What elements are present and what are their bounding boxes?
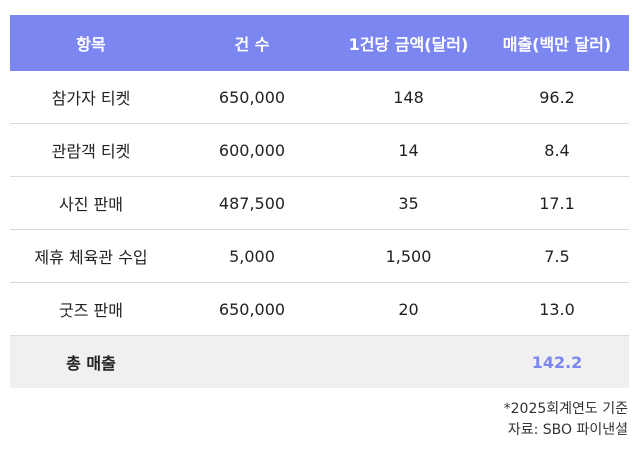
cell-revenue: 8.4 xyxy=(485,123,629,177)
revenue-table: 항목 건 수 1건당 금액(달러) 매출(백만 달러) 참가자 티켓 650,0… xyxy=(10,15,629,388)
table-row: 사진 판매 487,500 35 17.1 xyxy=(10,176,629,230)
header-unit-price: 1건당 금액(달러) xyxy=(332,15,485,71)
cell-count: 650,000 xyxy=(172,282,332,336)
cell-revenue: 7.5 xyxy=(485,229,629,283)
cell-unit-price: 14 xyxy=(332,123,485,177)
cell-item: 참가자 티켓 xyxy=(10,71,172,124)
cell-count: 600,000 xyxy=(172,123,332,177)
cell-item: 제휴 체육관 수입 xyxy=(10,229,172,283)
fiscal-year-note: *2025회계연도 기준 xyxy=(503,401,628,417)
cell-count: 5,000 xyxy=(172,229,332,283)
header-row: 항목 건 수 1건당 금액(달러) 매출(백만 달러) xyxy=(10,15,629,71)
table-row: 굿즈 판매 650,000 20 13.0 xyxy=(10,282,629,336)
table-row: 관람객 티켓 600,000 14 8.4 xyxy=(10,123,629,177)
header-item: 항목 xyxy=(10,15,172,71)
cell-item: 관람객 티켓 xyxy=(10,123,172,177)
table-row: 참가자 티켓 650,000 148 96.2 xyxy=(10,71,629,124)
total-empty-cell xyxy=(172,335,332,388)
cell-unit-price: 35 xyxy=(332,176,485,230)
total-row: 총 매출 142.2 xyxy=(10,335,629,388)
cell-revenue: 13.0 xyxy=(485,282,629,336)
total-empty-cell xyxy=(332,335,485,388)
cell-unit-price: 1,500 xyxy=(332,229,485,283)
cell-count: 650,000 xyxy=(172,71,332,124)
table-row: 제휴 체육관 수입 5,000 1,500 7.5 xyxy=(10,229,629,283)
header-revenue: 매출(백만 달러) xyxy=(485,15,629,71)
cell-item: 사진 판매 xyxy=(10,176,172,230)
cell-revenue: 96.2 xyxy=(485,71,629,124)
total-value: 142.2 xyxy=(485,335,629,388)
cell-count: 487,500 xyxy=(172,176,332,230)
cell-revenue: 17.1 xyxy=(485,176,629,230)
total-label: 총 매출 xyxy=(10,335,172,388)
cell-unit-price: 20 xyxy=(332,282,485,336)
cell-unit-price: 148 xyxy=(332,71,485,124)
source-note: 자료: SBO 파이낸셜 xyxy=(507,422,628,438)
cell-item: 굿즈 판매 xyxy=(10,282,172,336)
header-count: 건 수 xyxy=(172,15,332,71)
